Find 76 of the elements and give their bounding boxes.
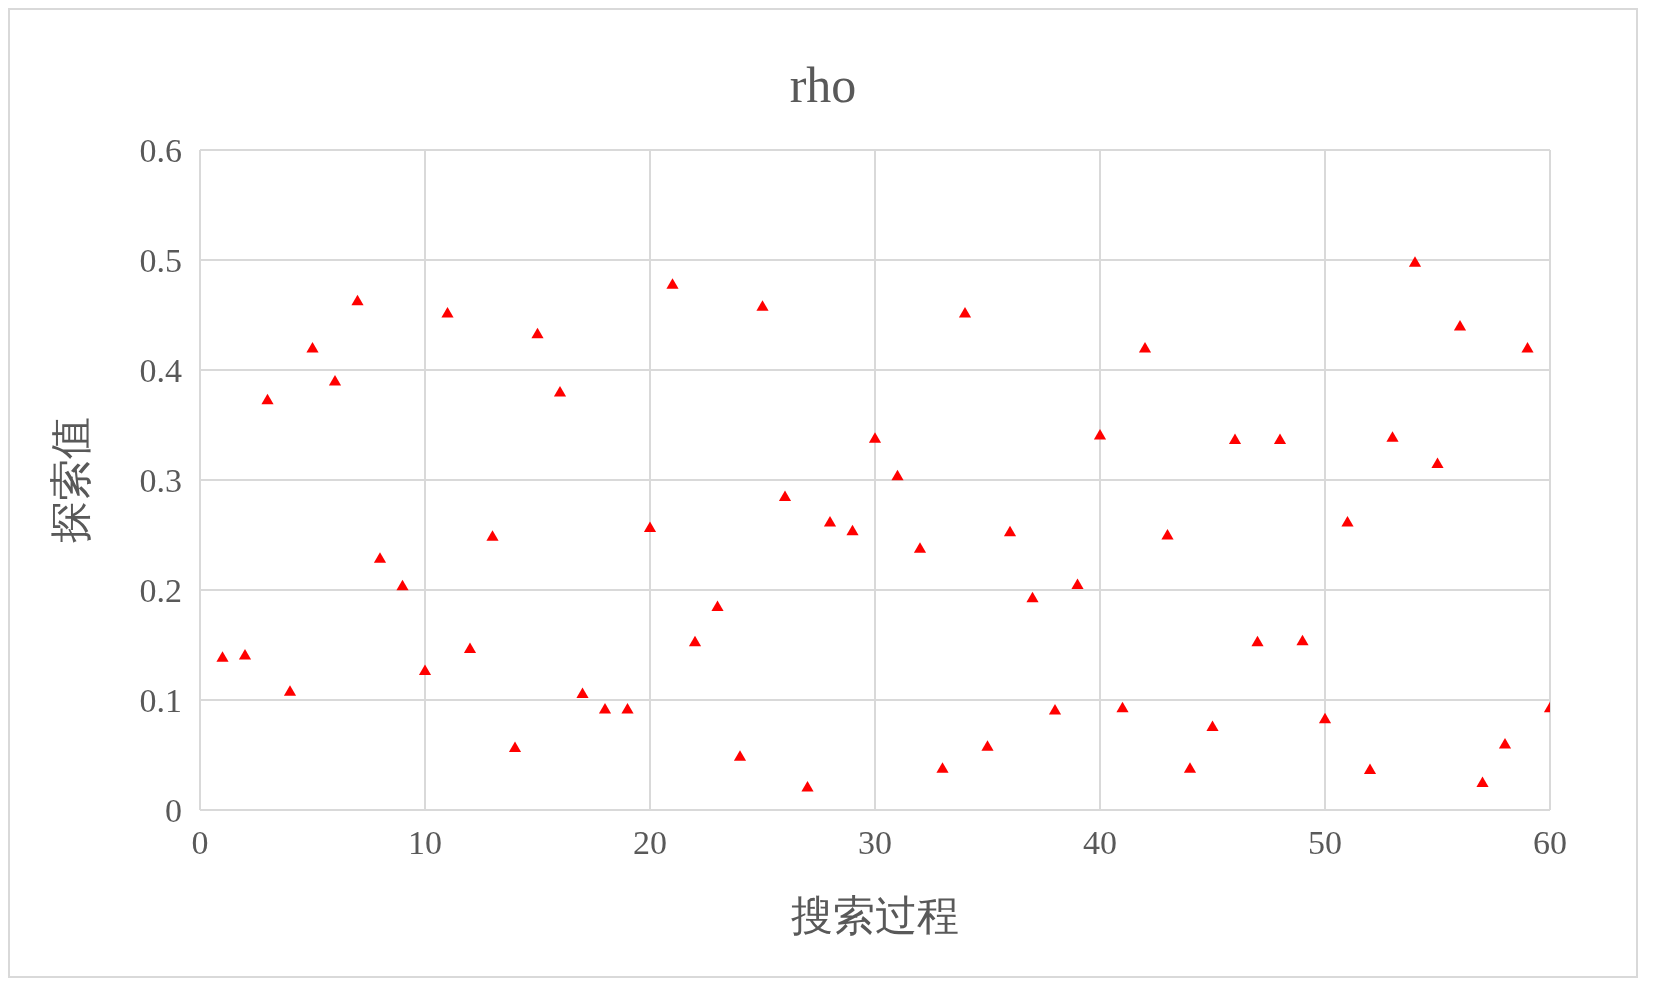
point [1318, 712, 1332, 724]
point [531, 327, 544, 339]
point [1498, 738, 1512, 749]
x-tick-label: 30 [858, 824, 892, 862]
point [1431, 457, 1444, 469]
point [733, 750, 747, 761]
point [1003, 525, 1017, 537]
x-tick-label: 50 [1308, 824, 1342, 862]
point [306, 342, 319, 353]
y-tick-label: 0.5 [139, 242, 182, 280]
point [891, 469, 904, 481]
y-tick-label: 0.6 [139, 132, 182, 170]
point [711, 600, 724, 612]
point [261, 393, 274, 405]
point [1071, 578, 1084, 590]
x-tick-label: 20 [633, 824, 667, 862]
point [1116, 701, 1129, 713]
point [1453, 320, 1467, 331]
point [486, 530, 499, 541]
point [1138, 342, 1152, 353]
point [936, 762, 949, 773]
point [981, 740, 994, 751]
point [396, 579, 409, 591]
point [238, 648, 252, 660]
point [688, 635, 702, 647]
point [823, 515, 837, 527]
point [1408, 256, 1422, 267]
point [373, 552, 387, 563]
point [283, 685, 297, 696]
point [666, 278, 679, 289]
point [553, 386, 567, 397]
point [598, 702, 612, 714]
point [1183, 762, 1197, 773]
point [1386, 431, 1399, 442]
point [1363, 763, 1377, 774]
point [846, 524, 859, 536]
point [418, 664, 432, 675]
y-tick-label: 0.2 [139, 572, 182, 610]
point [801, 780, 814, 792]
y-tick-label: 0.3 [139, 462, 182, 500]
point [1161, 529, 1174, 540]
point [216, 651, 229, 662]
point [958, 306, 972, 318]
point [913, 542, 927, 553]
y-tick-label: 0.4 [139, 352, 182, 390]
point [1296, 634, 1309, 646]
point [1521, 342, 1534, 353]
point [351, 294, 364, 306]
point [1251, 635, 1264, 647]
x-tick-label: 10 [408, 824, 442, 862]
point [463, 642, 477, 653]
point [756, 300, 769, 311]
point [328, 375, 342, 386]
point [576, 687, 589, 699]
y-tick-label: 0 [165, 792, 182, 830]
point [441, 306, 454, 318]
point [1273, 433, 1287, 444]
point [621, 702, 634, 714]
x-axis-title: 搜索过程 [791, 893, 959, 939]
point [1026, 591, 1039, 603]
point [778, 490, 792, 502]
point [1206, 720, 1219, 732]
point [1341, 515, 1354, 527]
x-tick-label: 0 [191, 824, 209, 862]
point [1476, 776, 1489, 788]
point [643, 521, 657, 532]
point [508, 741, 522, 752]
point [1228, 433, 1242, 444]
y-tick-label: 0.1 [139, 682, 182, 720]
x-tick-label: 60 [1533, 824, 1567, 862]
point [868, 432, 882, 443]
chart-title: rho [788, 56, 858, 115]
point [1048, 703, 1062, 715]
point [1093, 428, 1107, 440]
y-axis-title: 探索值 [47, 417, 94, 543]
x-tick-label: 40 [1083, 824, 1117, 862]
